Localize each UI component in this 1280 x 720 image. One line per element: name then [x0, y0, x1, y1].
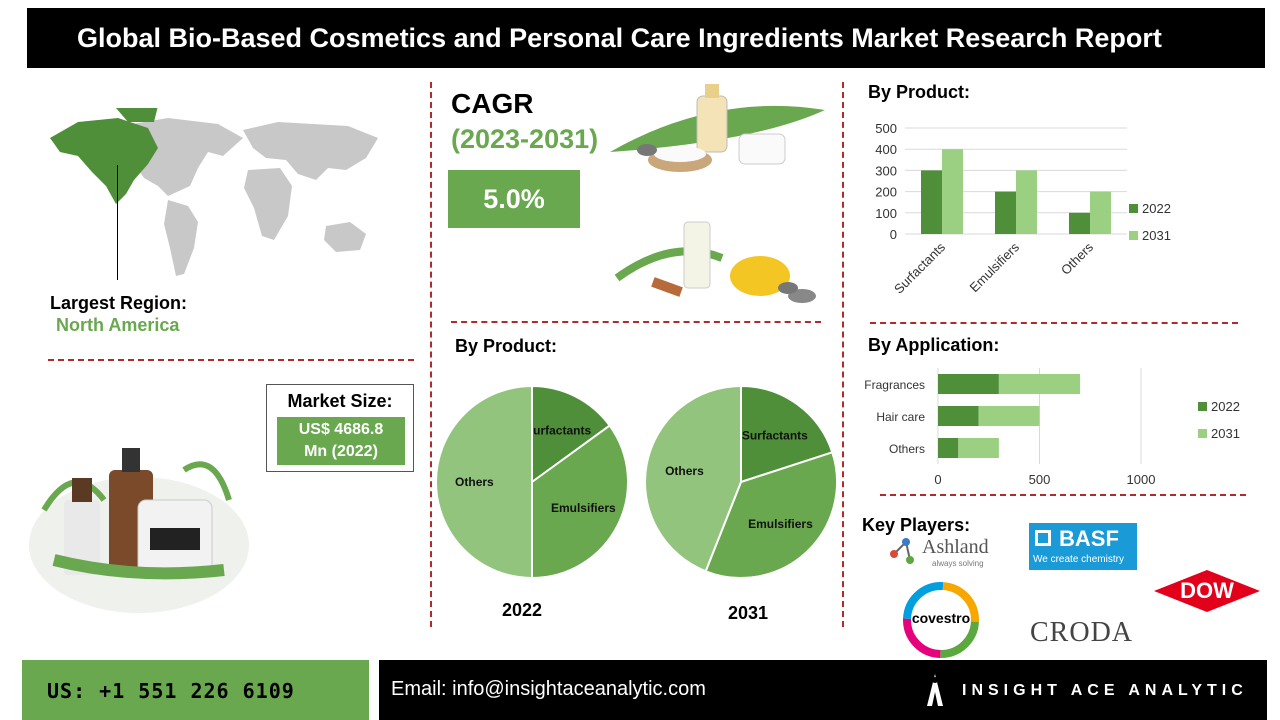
- cagr-period: (2023-2031): [451, 124, 599, 154]
- key-players-title: Key Players:: [862, 515, 971, 535]
- legend-swatch: [1198, 429, 1207, 438]
- basf-mark-icon: [1035, 530, 1051, 546]
- divider: [842, 82, 844, 627]
- pie-label: Emulsifiers: [748, 517, 813, 531]
- bar-2022-others: [938, 438, 959, 458]
- x-tick-label: Emulsifiers: [967, 239, 1023, 295]
- divider: [451, 321, 821, 323]
- cagr-title: CAGR: [451, 88, 534, 119]
- footer-phone: US: +1 551 226 6109: [22, 660, 369, 720]
- ashland-logo: Ashland always solving: [888, 532, 998, 572]
- legend-swatch: [1129, 204, 1138, 213]
- pie-section-title: By Product:: [455, 336, 558, 356]
- footer-bar: Email: info@insightaceanalytic.com INSIG…: [379, 660, 1267, 720]
- bar-2022-hair-care: [938, 406, 979, 426]
- product-bar-chart: 0 100 200 300 400 500 Surfactants Emulsifiers Ot…: [875, 121, 1171, 297]
- legend-label: 2031: [1142, 228, 1171, 243]
- pie-slice-2022-emulsifiers: [531, 424, 629, 580]
- x-tick-label: 1000: [1127, 472, 1156, 487]
- y-tick-label: 400: [875, 142, 897, 157]
- divider: [870, 322, 1238, 324]
- y-tick-label: 100: [875, 206, 897, 221]
- market-size-value: US$ 4686.8 Mn (2022): [277, 417, 405, 465]
- cosmetics-illustration: [29, 448, 249, 613]
- bar-2022-fragrances: [938, 374, 999, 394]
- region-pointer: [117, 165, 118, 280]
- y-tick-label: 500: [875, 121, 897, 136]
- market-size-title: Market Size:: [287, 391, 393, 411]
- bar-2031-others: [958, 438, 999, 458]
- ashland-tagline: always solving: [932, 559, 984, 568]
- region-label: Largest Region:: [50, 293, 188, 313]
- brand-logo-icon: [927, 674, 943, 706]
- x-tick-label: 0: [934, 472, 941, 487]
- dow-name: DOW: [1180, 578, 1234, 603]
- dow-diamond-icon: [1154, 570, 1260, 612]
- product-chart-title: By Product:: [868, 82, 971, 102]
- pie-label: Surfactants: [525, 424, 591, 438]
- covestro-ring-icon: [903, 582, 979, 658]
- basf-logo: BASF We create chemistry: [1029, 523, 1137, 570]
- y-tick-label: Others: [889, 442, 925, 456]
- market-size-line2: Mn (2022): [304, 443, 378, 460]
- y-tick-label: Hair care: [876, 410, 925, 424]
- x-tick-label: Others: [1058, 239, 1097, 278]
- legend-label: 2031: [1211, 426, 1240, 441]
- footer-brand: INSIGHT ACE ANALYTIC: [962, 682, 1248, 699]
- molecule-icon: [890, 538, 914, 564]
- pie-slice-2022-others: [435, 384, 533, 580]
- legend-swatch: [1129, 231, 1138, 240]
- footer-email: Email: info@insightaceanalytic.com: [391, 678, 706, 700]
- pie-label: Surfactants: [742, 428, 808, 442]
- pie-slice-2031-others: [644, 384, 742, 573]
- application-bar-chart: 0 500 1000 Fragrances Hair care Others 2022 203…: [864, 368, 1240, 487]
- divider: [430, 82, 432, 627]
- x-tick-label: Surfactants: [891, 239, 948, 296]
- region-value: North America: [56, 315, 180, 335]
- y-tick-label: 0: [890, 227, 897, 242]
- y-tick-label: 300: [875, 163, 897, 178]
- divider: [880, 494, 1246, 496]
- pie-label: Others: [455, 475, 494, 489]
- dow-logo: DOW: [1152, 568, 1262, 614]
- covestro-name: covestro: [911, 610, 971, 626]
- world-map-icon: [50, 108, 378, 276]
- pie-slice-2031-surfactants: [740, 384, 834, 484]
- market-size-line1: US$ 4686.8: [298, 421, 384, 438]
- bar-2022-emulsifiers: [995, 191, 1016, 234]
- croda-name: CRODA: [1030, 617, 1134, 648]
- skincare-products-illustration: [610, 84, 825, 172]
- pie-label: Emulsifiers: [551, 501, 616, 515]
- market-size-card: Market Size: US$ 4686.8 Mn (2022): [266, 384, 414, 472]
- application-chart-title: By Application:: [868, 335, 1000, 355]
- bar-2031-fragrances: [998, 374, 1081, 394]
- cagr-value: 5.0%: [448, 170, 580, 228]
- bar-2031-others: [1090, 191, 1111, 234]
- pie-slice-2031-emulsifiers: [704, 451, 838, 579]
- bar-2022-others: [1069, 212, 1090, 234]
- y-tick-label: Fragrances: [864, 378, 925, 392]
- pie-year-2031: 2031: [728, 603, 769, 623]
- y-tick-label: 200: [875, 185, 897, 200]
- basf-tagline: We create chemistry: [1033, 554, 1124, 565]
- covestro-logo: covestro: [901, 580, 981, 660]
- page-title: Global Bio-Based Cosmetics and Personal …: [27, 8, 1265, 68]
- pie-slice-2022-surfactants: [531, 384, 612, 484]
- product-pie-charts: Surfactants Emulsifiers Others Surfactants E…: [435, 384, 838, 580]
- basf-name: BASF: [1059, 526, 1119, 551]
- bar-2031-hair-care: [978, 406, 1040, 426]
- x-tick-label: 500: [1029, 472, 1051, 487]
- legend-label: 2022: [1211, 399, 1240, 414]
- pie-label: Others: [665, 464, 704, 478]
- cream-products-illustration: [614, 221, 816, 303]
- ashland-name: Ashland: [922, 536, 989, 558]
- divider: [48, 359, 414, 361]
- pie-year-2022: 2022: [502, 600, 543, 620]
- bar-2031-surfactants: [942, 149, 963, 234]
- legend-label: 2022: [1142, 201, 1171, 216]
- bar-2022-surfactants: [921, 170, 942, 234]
- legend-swatch: [1198, 402, 1207, 411]
- bar-2031-emulsifiers: [1016, 170, 1037, 234]
